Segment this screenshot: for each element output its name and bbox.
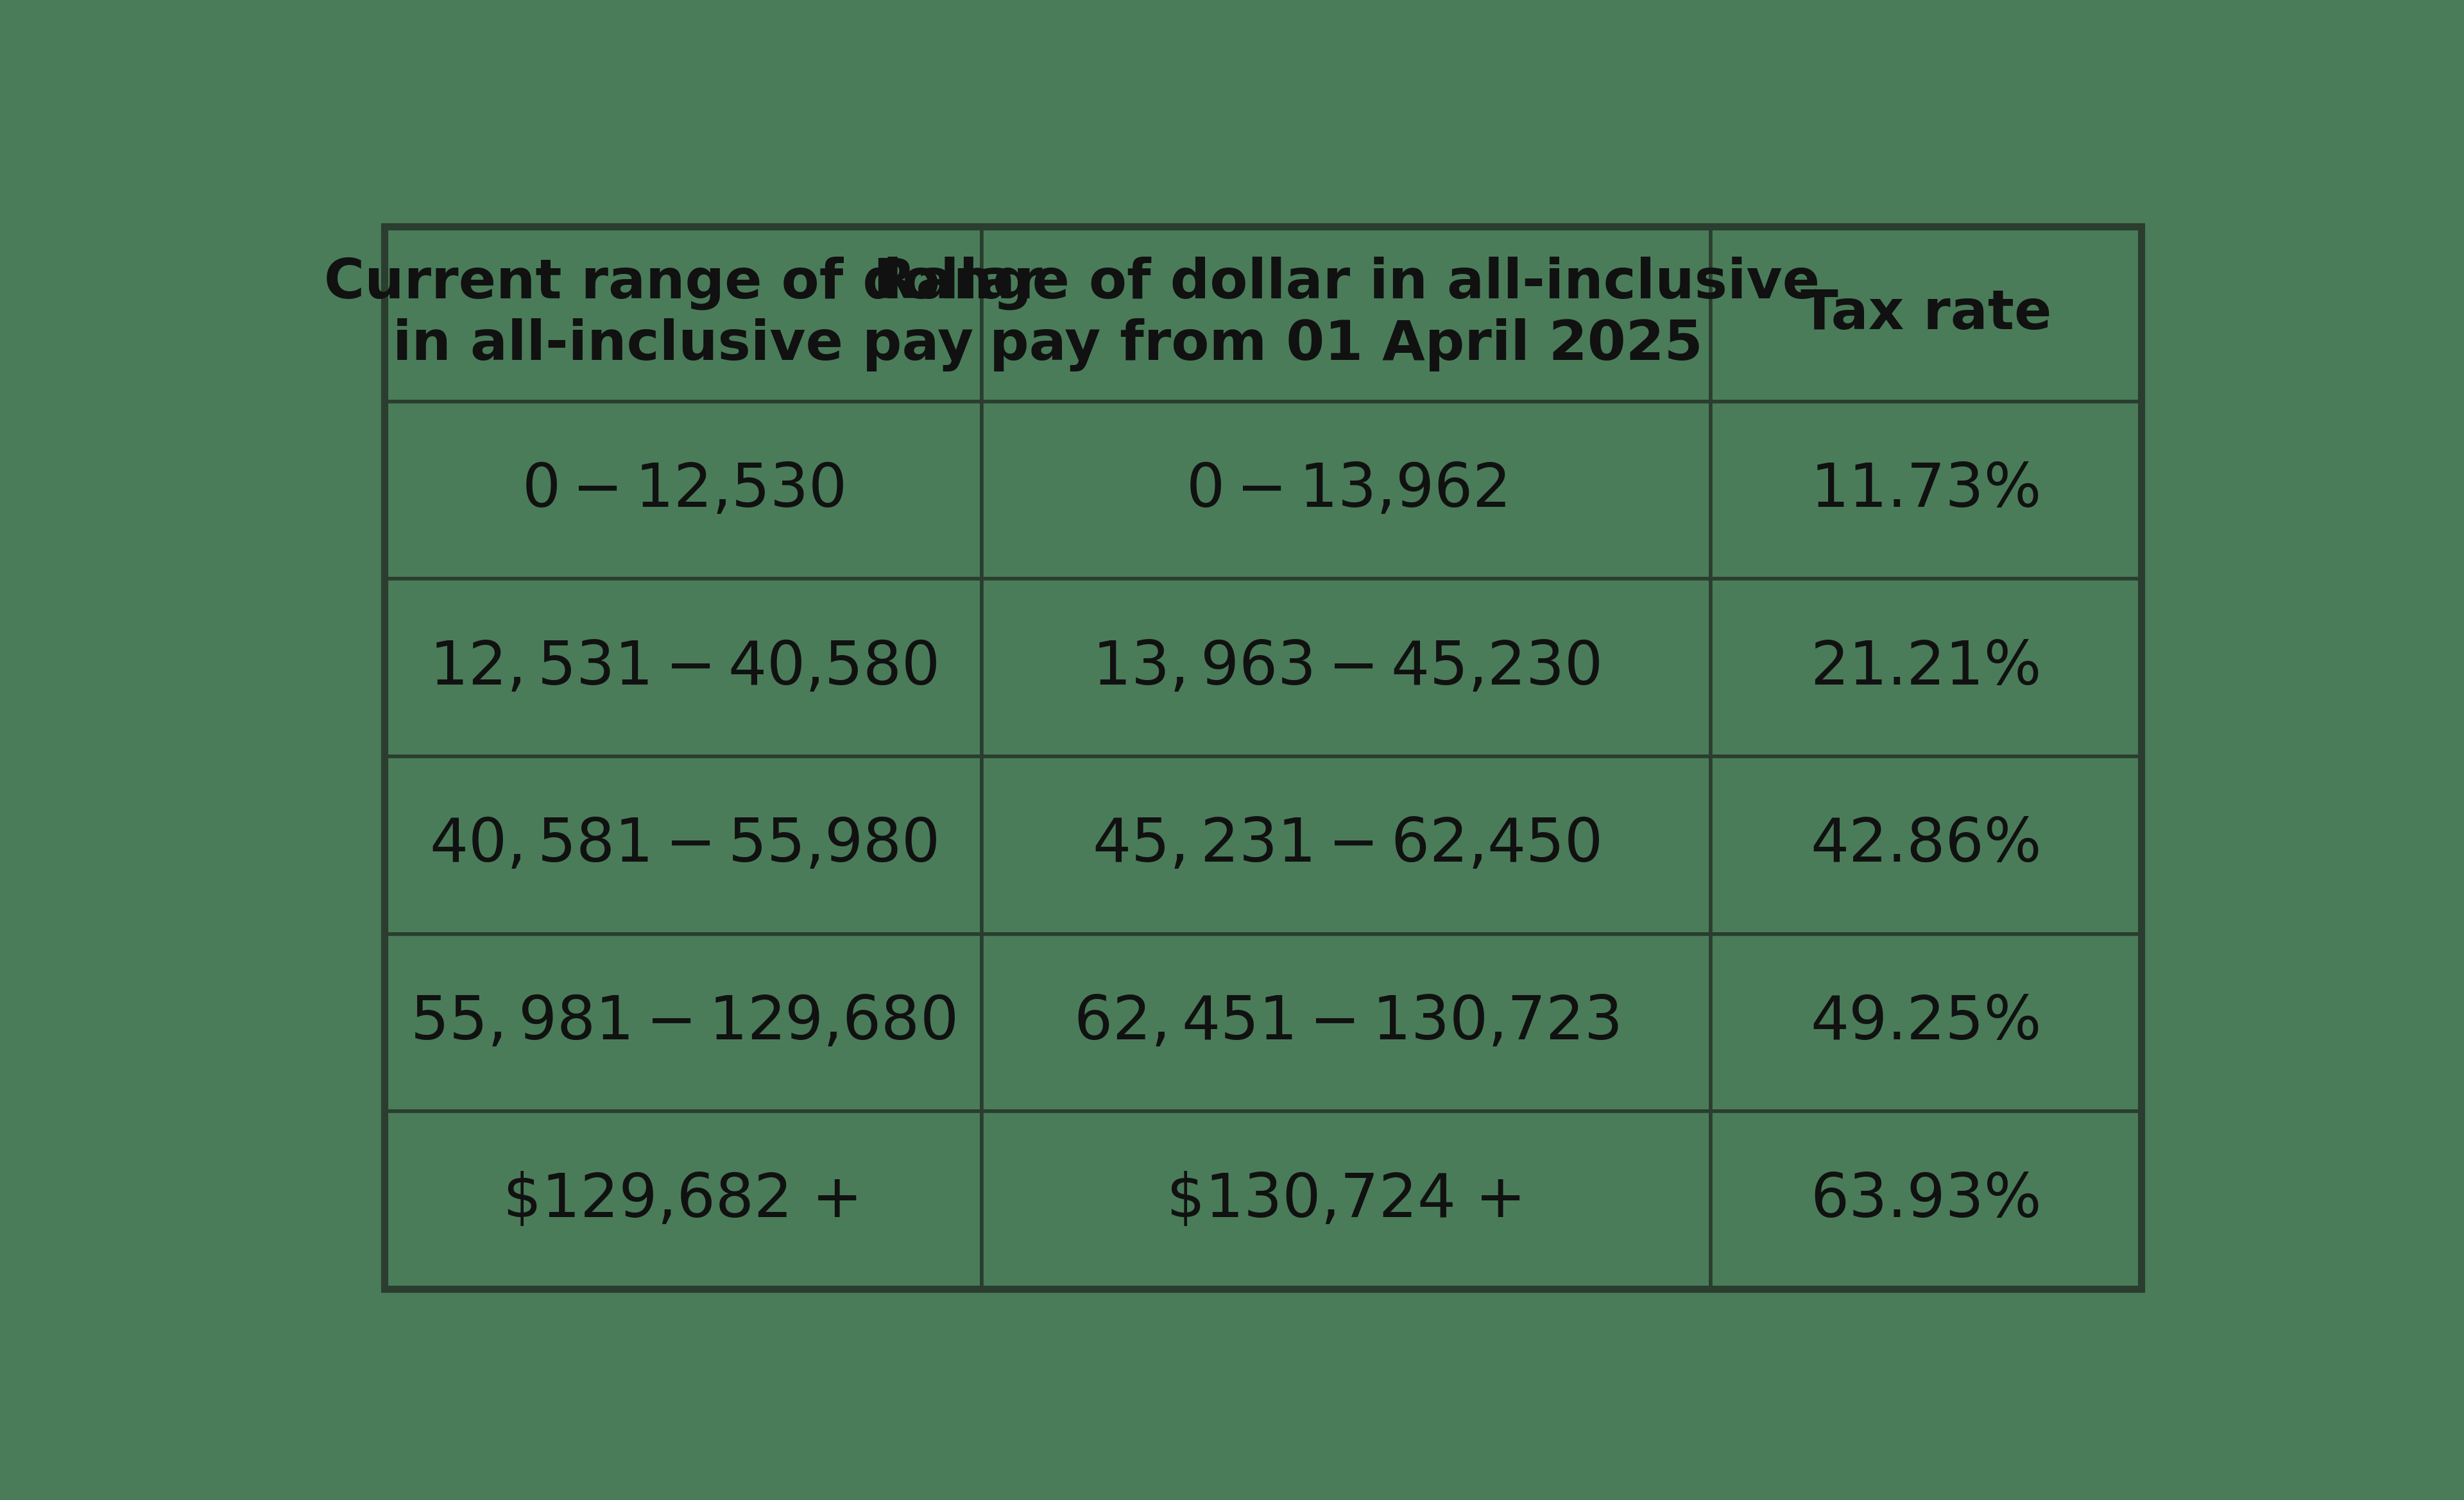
Bar	[384, 1112, 981, 1289]
Text: $40,581 - $55,980: $40,581 - $55,980	[429, 816, 936, 874]
Bar	[981, 756, 1710, 935]
Bar	[981, 935, 1710, 1112]
Bar	[1710, 579, 2141, 756]
Text: $55,981 - $129,680: $55,981 - $129,680	[411, 993, 956, 1052]
Bar	[384, 579, 981, 756]
Text: $0 - $13,962: $0 - $13,962	[1185, 460, 1506, 520]
Bar	[384, 756, 981, 935]
Text: Range of dollar in all-inclusive
pay from 01 April 2025: Range of dollar in all-inclusive pay fro…	[872, 257, 1818, 372]
Text: $12,531 - $40,580: $12,531 - $40,580	[429, 638, 936, 698]
Bar	[1710, 1112, 2141, 1289]
Bar	[981, 227, 1710, 402]
Text: $45,231 - $62,450: $45,231 - $62,450	[1092, 816, 1599, 874]
Bar	[981, 579, 1710, 756]
Bar	[981, 402, 1710, 579]
Text: 49.25%: 49.25%	[1811, 993, 2043, 1052]
Bar	[1710, 227, 2141, 402]
Bar	[1710, 402, 2141, 579]
Bar	[384, 402, 981, 579]
Bar	[1710, 935, 2141, 1112]
Text: $130,724 +: $130,724 +	[1165, 1170, 1525, 1230]
Bar	[981, 1112, 1710, 1289]
Bar	[384, 935, 981, 1112]
Text: Current range of dollar
in all-inclusive pay: Current range of dollar in all-inclusive…	[323, 257, 1042, 372]
Text: $129,682 +: $129,682 +	[503, 1170, 862, 1230]
Text: 42.86%: 42.86%	[1811, 816, 2043, 874]
Text: $62,451 - $130,723: $62,451 - $130,723	[1074, 993, 1619, 1052]
Text: 11.73%: 11.73%	[1811, 460, 2043, 520]
Bar	[1710, 756, 2141, 935]
Text: $0 - $12,530: $0 - $12,530	[522, 460, 845, 520]
Bar	[384, 227, 981, 402]
Text: 63.93%: 63.93%	[1811, 1170, 2043, 1230]
Text: 21.21%: 21.21%	[1811, 638, 2043, 698]
Text: $13,963 - $45,230: $13,963 - $45,230	[1092, 638, 1599, 698]
Text: Tax rate: Tax rate	[1801, 286, 2053, 340]
